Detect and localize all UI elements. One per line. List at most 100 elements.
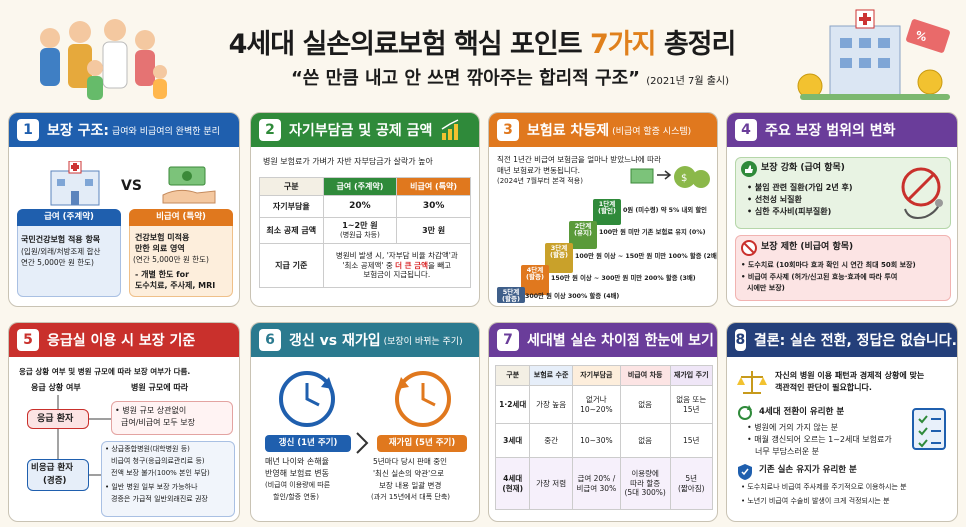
table-header: 구분 [259, 177, 324, 196]
table-header: 비급여 (특약) [396, 177, 471, 196]
restricted-item: • 비급여 주사제 (허가/신고된 효능·효과에 따라 투여 [741, 273, 898, 281]
restricted-box [735, 235, 951, 301]
svg-text:$: $ [681, 173, 687, 184]
emergency-patient-box [27, 409, 89, 429]
section-4-coverage-changes: 4 주요 보장 범위의 변화 보장 강화 (급여 항목) • 불임 관련 질환(가… [726, 112, 958, 307]
emergency-col-2: 병원 규모에 따라 [131, 383, 189, 392]
non-emergency-line: 비급여 청구(응급의료관리료 등) [111, 457, 205, 465]
section-6-header: 6 갱신 vs 재가입 (보장이 바뀌는 주기) [251, 323, 479, 357]
table-cell: 없음 [619, 423, 671, 458]
rejoin-desc: '최신 실손의 약관'으로 [373, 469, 444, 478]
covered-desc-3: 연간 5,000만 원 한도) [21, 258, 94, 267]
section-1-coverage-structure: 1 보장 구조: 급여와 비급여의 완벽한 분리 VS 급여 (주계약) 국민건강보… [8, 112, 240, 307]
page-subtitle: “쓴 만큼 내고 안 쓰면 깎아주는 합리적 구조” (2021년 7월 출시) [290, 68, 730, 89]
enhanced-item: • 선천성 뇌질환 [747, 195, 802, 204]
scales-icon [737, 371, 767, 394]
noncovered-label: 비급여 (특약) [129, 209, 233, 226]
table-cell: 1~2만 원 (병원급 차등) [322, 217, 398, 244]
deductible-intro: 병원 보험료가 가벼가 자반 자부담금가 살락가 높아 [263, 157, 433, 166]
conclusion-intro-2: 객관적인 판단이 필요합니다. [775, 383, 872, 392]
growth-chart-icon [442, 119, 459, 140]
table-cell: 10~30% [571, 423, 621, 458]
checklist-icon [912, 408, 946, 450]
renewal-clock-icon [279, 371, 335, 427]
keep-advantage-item: • 노년기 비급여 수술비 발생이 크게 걱정되시는 분 [741, 497, 890, 505]
table-cell: 3세대 [494, 423, 531, 458]
renewal-desc: 매년 나이와 손해율 [265, 457, 329, 466]
page-title: 4세대 실손의료보험 핵심 포인트 7가지 총정리 [228, 29, 737, 60]
table-cell: 없음 [619, 385, 671, 424]
svg-text:%: % [914, 28, 929, 44]
covered-label: 급여 (주계약) [17, 209, 121, 226]
tier-step-desc: 0원 (미수령) 약 5% 내외 할인 [623, 207, 707, 214]
section-3-header: 3 보험료 차등제 (비급여 할증 시스템) [489, 113, 717, 147]
renewal-label: 갱신 (1년 주기) [265, 435, 351, 452]
table-cell: 5년 (짧아짐) [669, 457, 713, 510]
shield-icon [738, 464, 752, 480]
noncovered-desc-5: 도수치료, 주사제, MRI [135, 281, 216, 290]
table-header: 급여 (주계약) [322, 177, 398, 196]
table-header: 보험료 수준 [529, 365, 573, 386]
flow-connector [57, 395, 111, 476]
non-emergency-line: 전액 보장 불가(100% 본인 부담) [111, 469, 210, 477]
hospital-icon [50, 161, 100, 206]
stethoscope-icon [901, 167, 943, 219]
restricted-title: 보장 제한 (비급여 항목) [761, 242, 854, 252]
chevron-right-icon [356, 432, 369, 454]
enhanced-item: • 심한 주사비(피부질환) [747, 207, 832, 216]
tier-step-4: 4단계 (할증) [521, 265, 549, 295]
table-cell: 가장 높음 [529, 385, 573, 424]
noncovered-desc-2: 만한 의료 영역 [135, 244, 185, 253]
switch-advantage-item: • 매월 갱신되어 오르는 1~2세대 보험료가 [747, 435, 892, 444]
switch-advantage-title: 4세대 전환이 유리한 분 [759, 407, 845, 417]
money-hand-icon [162, 166, 216, 204]
release-date: (2021년 7월 출시) [646, 76, 730, 87]
hospital-coins-illustration: % [797, 9, 950, 100]
table-cell: 지급 기준 [259, 243, 324, 288]
table-cell: 없음 또는 15년 [669, 385, 713, 424]
tier-step-desc: 100만 원 미만 기존 보험료 유지 (0%) [599, 229, 706, 236]
table-cell: 중간 [529, 423, 573, 458]
table-cell: 병원비 발생 시, '자부담 비율 차감액'과 '최소 공제액' 중 더 큰 금액… [322, 243, 472, 288]
emergency-col-1: 응급 상황 여부 [31, 383, 81, 392]
table-cell: 3만 원 [396, 217, 471, 244]
non-emergency-box [27, 459, 89, 491]
header: 4세대 실손의료보험 핵심 포인트 7가지 총정리 “쓴 만큼 내고 안 쓰면 … [0, 0, 966, 108]
restricted-item: • 도수치료 (10회마다 효과 확인 시 연간 최대 50회 보장) [741, 261, 916, 269]
table-cell: 4세대 (현재) [494, 457, 531, 510]
table-header: 자기부담금 [571, 365, 621, 386]
table-cell: 20% [322, 195, 398, 218]
non-emergency-line: • 일반 병원 일부 보장 가능하나 [105, 483, 198, 491]
section-1-header: 1 보장 구조: 급여와 비급여의 완벽한 분리 [9, 113, 239, 147]
non-emergency-coverage-box [101, 441, 235, 517]
renewal-desc: (비급여 이용량에 따른 [265, 481, 331, 489]
rejoin-label: 재가입 (5년 주기) [377, 435, 467, 452]
tier-step-2: 2단계 (유지) [569, 221, 597, 249]
thumbs-up-icon [741, 161, 757, 177]
section-2-header: 2 자기부담금 및 공제 금액 [251, 113, 479, 147]
noncovered-desc-3: (연간 5,000만 원 한도) [133, 255, 209, 264]
section-8-header: 8 결론: 실손 전환, 정답은 없습니다. [727, 323, 957, 357]
renewal-desc: 할인/할증 연동) [273, 493, 319, 501]
table-cell: 없거나 10~20% [571, 385, 621, 424]
table-header: 재가입 주기 [669, 365, 713, 386]
covered-desc-1: 국민건강보험 적용 항목 [21, 235, 101, 244]
table-row: 3세대 중간 10~30% 없음 15년 [494, 423, 713, 458]
emergency-intro: 응급 상황 여부 및 병원 규모에 따라 보장 여부가 다름. [19, 367, 191, 376]
rejoin-clock-icon [395, 371, 451, 427]
table-row: 4세대 (현재) 가장 저렴 급여 20% / 비급여 30% 이용량에 따라 할증 … [494, 457, 713, 510]
emergency-coverage-1: • 병원 규모 상관없이 [115, 406, 187, 415]
table-row: 1·2세대 가장 높음 없거나 10~20% 없음 없음 또는 15년 [494, 385, 713, 424]
section-3-premium-tiers: 3 보험료 차등제 (비급여 할증 시스템) 직전 1년간 비급여 보험금을 얼마나… [488, 112, 718, 307]
renewal-desc: 반영해 보험료 변동 [265, 469, 329, 478]
tier-step-desc: 150만 원 이상 ~ 300만 원 미만 200% 할증 (3배) [551, 275, 696, 282]
restricted-item: 시에만 보장) [747, 284, 785, 292]
non-emergency-line: • 상급종합병원(대학병원 등) [105, 445, 190, 453]
table-header: 비급여 차등 [619, 365, 671, 386]
table-cell: 자기부담율 [259, 195, 324, 218]
deductible-table: 구분 급여 (주계약) 비급여 (특약) 자기부담율 20% 30% 최소 공제 금액 1… [259, 177, 472, 288]
tier-step-desc: 300만 원 이상 300% 할증 (4배) [525, 293, 620, 300]
money-bags-icon: $ [630, 166, 710, 188]
non-emergency-line: 경증은 가급적 일반외래진료 권장 [111, 495, 208, 503]
